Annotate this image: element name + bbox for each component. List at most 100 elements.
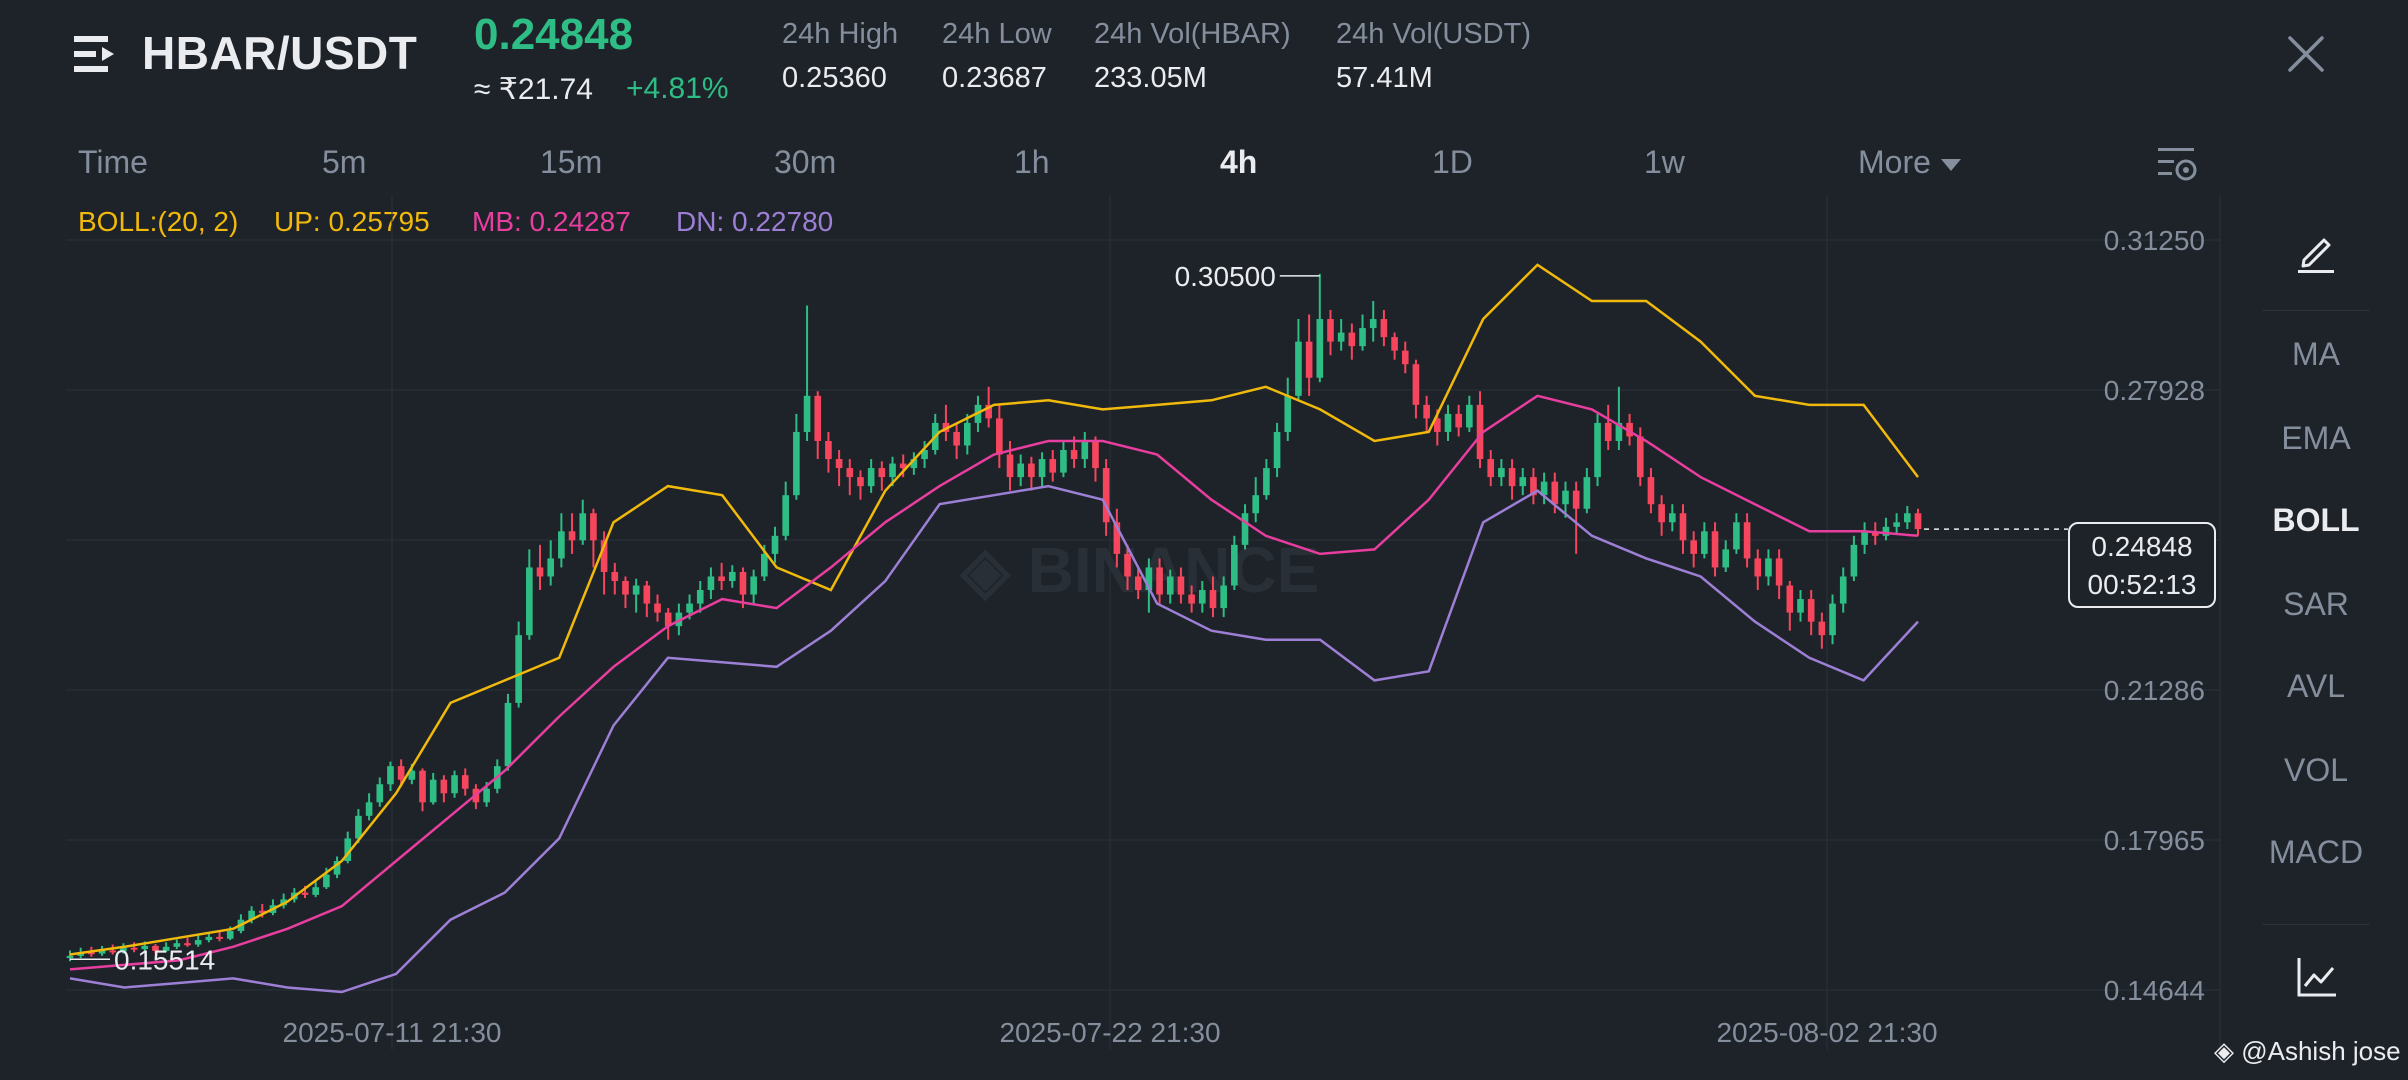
candle-body [1871,531,1879,536]
candle-body [1348,332,1356,347]
candle-body [1551,481,1559,505]
candle-body [1487,459,1495,478]
menu-icon[interactable] [74,34,120,74]
candle-body [1156,567,1163,595]
candle-body [376,784,384,803]
candle-body [825,440,832,460]
stat-label-24h-low: 24h Low [942,18,1052,50]
candle-body [835,459,843,469]
candle-body [1861,531,1868,545]
candle-body [899,463,907,469]
change-percent: +4.81% [626,72,729,105]
candle-body [590,513,597,541]
candle-body [1198,590,1206,604]
boll-dn-line [69,484,1919,994]
tab-1h[interactable]: 1h [1014,144,1050,180]
x-tick-label: 2025-07-11 21:30 [283,1017,502,1048]
candle-body [429,779,437,803]
candle-body [1423,404,1430,419]
y-tick-label: 0.17965 [2104,825,2205,856]
candle-body [622,580,629,595]
candle-body [1658,504,1665,523]
tab-5m[interactable]: 5m [322,144,367,180]
candle-body [878,468,886,478]
tab-more[interactable]: More [1858,144,1961,181]
candle-body [1070,450,1078,460]
pencil-icon[interactable] [2296,230,2336,274]
candle-body [761,553,768,577]
candle-body [344,838,352,862]
candle-body [739,571,747,595]
stat-label-24h-high: 24h High [782,18,899,50]
close-icon[interactable] [2286,34,2326,74]
candle-body [120,947,127,952]
tab-1d[interactable]: 1D [1432,144,1473,180]
candle-body [1177,576,1185,595]
candle-body [1829,603,1836,636]
candle-body [387,766,394,785]
tab-4h[interactable]: 4h [1220,144,1258,180]
candle-body [194,940,202,945]
indicator-ema[interactable]: EMA [2281,420,2351,456]
tab-30m[interactable]: 30m [774,144,837,180]
candle-body [397,766,405,780]
candle-body [1252,495,1260,514]
indicator-ma[interactable]: MA [2292,336,2340,372]
candle-body [793,431,800,496]
candle-body [1562,490,1569,505]
candle-body [1914,513,1922,530]
candle-body [718,576,725,581]
tab-15m[interactable]: 15m [540,144,603,180]
current-price-box: 0.24848 00:52:13 [2068,522,2216,608]
indicator-vol[interactable]: VOL [2283,752,2349,788]
candle-body [184,943,191,946]
candle-body [88,952,95,955]
countdown-label: 00:52:13 [2087,569,2197,600]
indicator-avl[interactable]: AVL [2286,668,2346,704]
candle-body [1636,436,1644,478]
candle-body [910,459,918,469]
candle-body [1359,328,1366,347]
candle-body [408,770,416,780]
candle-body [696,590,704,604]
candle-body [440,779,448,794]
candle-body [1594,422,1601,478]
candle-body [419,770,426,803]
boll-up-line [69,263,1919,956]
y-tick-label: 0.21286 [2104,675,2205,706]
candle-body [1241,513,1249,545]
candle-body [1519,477,1527,487]
candle-body [1273,431,1281,469]
tab-time[interactable]: Time [78,144,148,180]
chart-settings-icon[interactable] [2156,144,2200,184]
indicator-macd[interactable]: MACD [2268,834,2364,870]
candle-body [782,495,790,536]
candle-body [365,802,373,816]
candle-body [461,775,469,789]
candle-body [1006,454,1014,478]
tab-1w[interactable]: 1w [1644,144,1685,180]
indicator-sar[interactable]: SAR [2283,586,2349,622]
indicator-boll[interactable]: BOLL [2272,502,2360,538]
candle-body [1797,599,1804,613]
boll-mb-line [69,394,1919,971]
stat-label-24h-vol-base: 24h Vol(HBAR) [1094,18,1291,50]
pair-title[interactable]: HBAR/USDT [142,27,418,79]
candle-body [632,585,640,595]
candle-body [536,567,544,577]
candle-body [707,576,715,591]
candle-body [1102,468,1110,523]
credit-watermark: ◈ @Ashish jose [2214,1036,2401,1067]
candle-body [558,531,565,559]
candle-body [1327,319,1334,342]
candle-body [162,946,170,951]
stat-label-24h-vol-quote: 24h Vol(USDT) [1336,18,1532,50]
candle-body [889,463,896,478]
line-chart-icon[interactable] [2296,956,2338,998]
candle-body [750,576,757,595]
candle-body [1498,468,1505,478]
candle-body [1572,490,1580,509]
candle-body [1433,418,1441,432]
candle-body [1049,459,1057,473]
